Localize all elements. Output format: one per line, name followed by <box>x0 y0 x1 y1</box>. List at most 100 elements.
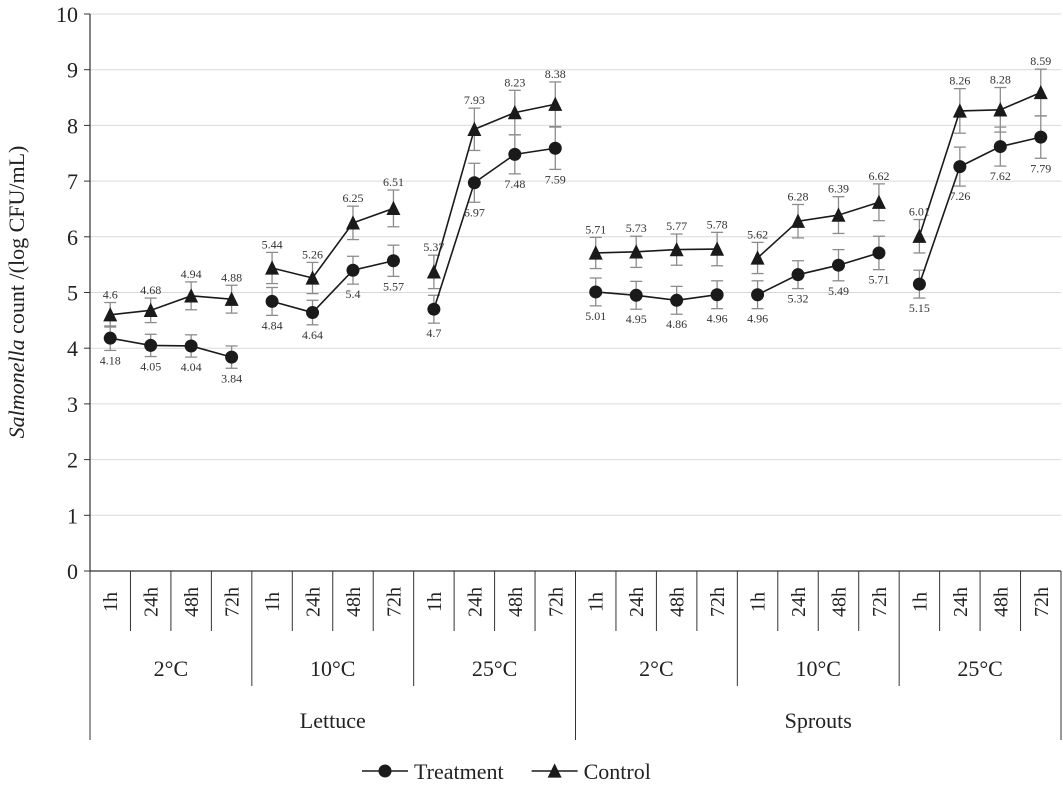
control-data-label: 5.73 <box>626 221 647 235</box>
y-tick-label: 3 <box>67 392 78 417</box>
y-tick-label: 0 <box>67 559 78 584</box>
x-category-label: 72h <box>383 587 405 617</box>
data-labels: 4.18 4.05 4.04 3.84 4.84 4.64 5.4 5.57 4.7 6.97 7.… <box>100 54 1052 385</box>
control-data-label: 8.28 <box>990 73 1011 87</box>
treatment-point <box>467 176 481 190</box>
control-line-segment <box>595 248 718 254</box>
treatment-line-segment <box>433 147 556 310</box>
x-category-label: 48h <box>990 587 1012 617</box>
treatment-point <box>144 338 158 352</box>
x-category-label: 72h <box>222 587 244 617</box>
treatment-data-label: 5.4 <box>345 287 360 301</box>
x-category-label: 72h <box>545 587 567 617</box>
legend-triangle-marker <box>547 763 562 778</box>
treatment-data-label: 3.84 <box>221 371 242 385</box>
x-group-label-temperature: 2°C <box>639 656 673 681</box>
treatment-data-label: 7.59 <box>545 172 566 186</box>
treatment-data-label: 7.26 <box>949 189 970 203</box>
y-axis-title-rest: count /(log CFU/mL) <box>4 146 29 340</box>
series-markers <box>103 84 1048 364</box>
x-category-label: 1h <box>586 592 608 612</box>
control-data-label: 4.68 <box>140 283 161 297</box>
x-category-label: 1h <box>424 592 446 612</box>
y-tick-label: 4 <box>67 336 78 361</box>
gridlines <box>90 13 1061 516</box>
x-category-label: 1h <box>100 592 122 612</box>
control-line-segment <box>433 103 556 273</box>
control-data-label: 4.94 <box>181 267 202 281</box>
x-category-label: 1h <box>748 592 770 612</box>
control-point <box>588 245 603 260</box>
control-point <box>224 291 239 306</box>
control-data-label: 5.77 <box>666 219 687 233</box>
x-group-label-produce: Lettuce <box>300 708 366 733</box>
treatment-point <box>791 268 805 282</box>
x-category-label: 24h <box>788 587 810 617</box>
control-data-label: 6.28 <box>788 189 809 203</box>
treatment-point <box>548 141 562 155</box>
treatment-point <box>831 258 845 272</box>
treatment-data-label: 5.57 <box>383 279 404 293</box>
control-point <box>386 200 401 216</box>
legend: Treatment Control <box>362 759 651 784</box>
treatment-point <box>993 140 1007 154</box>
x-category-label: 48h <box>181 587 203 617</box>
control-data-label: 4.88 <box>221 270 242 284</box>
control-line-segment <box>757 201 880 259</box>
control-point <box>184 288 199 303</box>
control-point <box>467 121 482 136</box>
legend-label: Treatment <box>414 759 504 783</box>
treatment-data-label: 4.64 <box>302 328 323 342</box>
control-point <box>831 207 846 222</box>
treatment-point <box>751 288 765 302</box>
treatment-point <box>386 254 400 268</box>
treatment-point <box>306 306 320 320</box>
y-tick-label: 9 <box>67 58 78 83</box>
y-tick-label: 8 <box>67 113 78 138</box>
treatment-data-label: 5.49 <box>828 284 849 298</box>
treatment-point <box>103 331 117 345</box>
control-data-label: 8.38 <box>545 67 566 81</box>
treatment-data-label: 4.86 <box>666 317 687 331</box>
treatment-point <box>872 246 886 260</box>
treatment-data-label: 4.96 <box>747 312 768 326</box>
treatment-point <box>184 339 198 353</box>
control-line-segment <box>918 91 1042 237</box>
y-axis-title-italic: Salmonella <box>4 339 29 438</box>
x-group-label-temperature: 25°C <box>957 656 1002 681</box>
treatment-data-label: 5.32 <box>788 292 809 306</box>
treatment-point <box>912 277 926 291</box>
legend-circle-marker <box>378 764 392 778</box>
x-category-label: 72h <box>1031 587 1053 617</box>
treatment-line-segment <box>271 259 394 314</box>
x-group-label-temperature: 10°C <box>310 656 355 681</box>
x-group-label-temperature: 2°C <box>154 656 188 681</box>
control-data-label: 5.37 <box>423 240 444 254</box>
control-data-label: 8.26 <box>949 74 970 88</box>
treatment-data-label: 4.05 <box>140 360 161 374</box>
control-point <box>791 213 806 228</box>
y-tick-label: 5 <box>67 281 78 306</box>
control-line-segment <box>271 207 394 279</box>
treatment-data-label: 4.18 <box>100 353 121 367</box>
x-group-label-temperature: 25°C <box>472 656 517 681</box>
control-data-label: 6.25 <box>342 191 363 205</box>
treatment-point <box>953 160 967 174</box>
treatment-point <box>508 147 522 161</box>
series-lines <box>110 91 1042 358</box>
control-line-segment <box>110 295 232 316</box>
y-tick-label: 2 <box>67 448 78 473</box>
control-data-label: 5.62 <box>747 227 768 241</box>
treatment-data-label: 7.79 <box>1030 161 1051 175</box>
control-point <box>669 241 684 257</box>
treatment-point <box>1034 130 1048 144</box>
y-tick-label: 10 <box>56 2 78 27</box>
x-category-label: 1h <box>909 592 931 612</box>
control-point <box>1033 84 1048 100</box>
x-category-label: 1h <box>262 592 284 612</box>
control-point <box>750 250 765 265</box>
treatment-data-label: 5.15 <box>909 301 930 315</box>
control-data-label: 5.71 <box>585 222 606 236</box>
control-data-label: 8.23 <box>504 75 525 89</box>
control-point <box>345 215 360 230</box>
